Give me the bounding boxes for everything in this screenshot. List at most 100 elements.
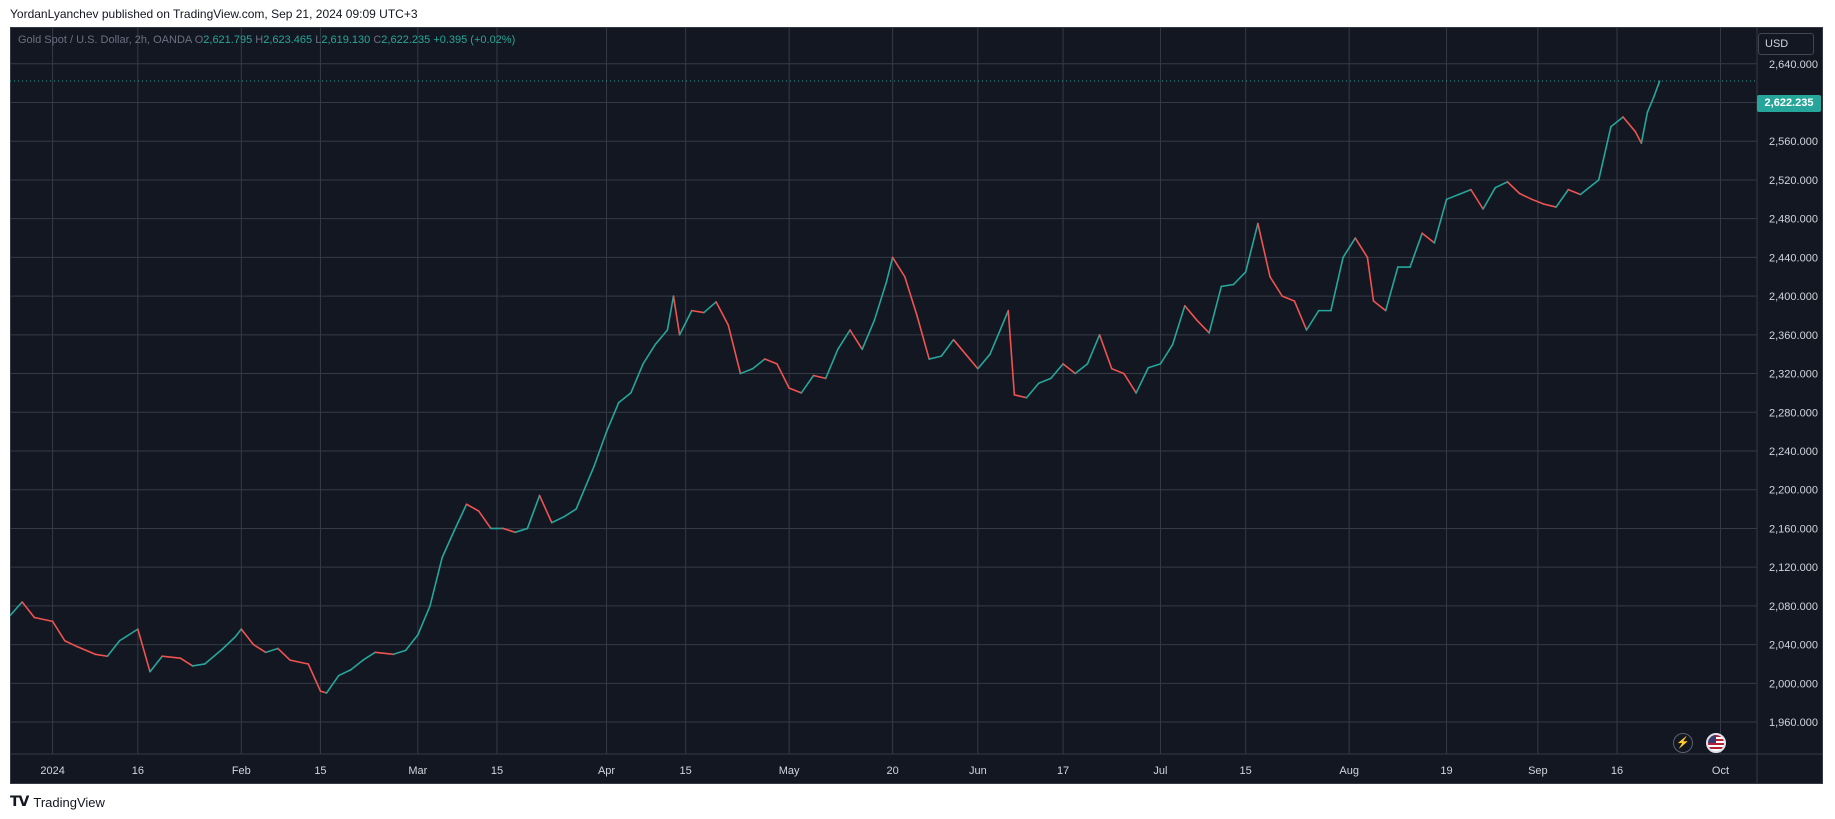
open-value: 2,621.795 (203, 34, 253, 46)
price-segment (33, 616, 54, 623)
flash-icon[interactable]: ⚡ (1673, 733, 1693, 753)
change-value: +0.395 (+0.02%) (433, 34, 516, 46)
price-segment (727, 324, 742, 375)
price-segment (374, 651, 395, 656)
price-segment (1007, 309, 1016, 396)
chart-frame[interactable] (10, 27, 1823, 784)
price-segment (106, 639, 121, 658)
time-axis[interactable]: 2024 16 Feb 15 Mar 15 Apr 15 May 20 Jun 17 Jul 15 Aug 1… (40, 765, 1729, 777)
price-segment (563, 508, 577, 518)
price-segment (319, 690, 328, 694)
price-segment (776, 363, 790, 389)
price-segment (1001, 309, 1010, 326)
price-segment (234, 628, 243, 638)
price-segment (203, 647, 224, 665)
close-label: C (373, 34, 382, 46)
tradingview-logo-icon: TV (10, 794, 29, 810)
price-segment (149, 655, 163, 673)
time-tick-label: Oct (1712, 765, 1729, 777)
price-segment (51, 620, 66, 642)
price-segment (739, 367, 754, 375)
time-tick-label: 19 (1440, 765, 1452, 777)
price-chart[interactable]: 1,960.000 2,000.000 2,040.000 2,080.000 2,12… (10, 27, 1823, 784)
price-tick-label: 2,400.000 (1769, 291, 1818, 303)
price-segment (1208, 285, 1223, 334)
price-segment (179, 657, 194, 667)
price-segment (289, 659, 310, 665)
price-segment (977, 353, 991, 370)
price-segment (928, 355, 943, 360)
tradingview-brand[interactable]: TV TradingView (10, 794, 105, 810)
time-tick-label: 15 (680, 765, 692, 777)
price-segment (703, 301, 717, 314)
price-segment (904, 275, 918, 317)
price-segment (118, 628, 139, 642)
price-segment (161, 655, 182, 659)
price-segment (1354, 237, 1369, 259)
price-axis[interactable]: 1,960.000 2,000.000 2,040.000 2,080.000 2,12… (1769, 59, 1818, 729)
price-segment (137, 628, 151, 673)
time-tick-label: Jul (1153, 765, 1167, 777)
price-segment (21, 601, 36, 619)
time-tick-label: Jun (969, 765, 987, 777)
price-tick-label: 2,320.000 (1769, 369, 1818, 381)
price-segment (1555, 188, 1570, 208)
price-tick-label: 2,040.000 (1769, 640, 1818, 652)
price-segment (916, 314, 930, 360)
price-tick-label: 2,200.000 (1769, 485, 1818, 497)
price-segment (429, 556, 443, 607)
currency-button[interactable]: USD (1758, 33, 1814, 55)
price-segment (1421, 232, 1436, 244)
price-segment (654, 329, 669, 346)
price-segment (526, 494, 541, 530)
price-segment (240, 628, 255, 646)
price-tick-label: 2,080.000 (1769, 601, 1818, 613)
price-segment (1372, 300, 1387, 312)
price-segment (1159, 343, 1174, 365)
time-tick-label: 17 (1057, 765, 1069, 777)
price-segment (1646, 96, 1655, 113)
price-segment (1610, 116, 1624, 128)
symbol-name: Gold Spot / U.S. Dollar, 2h, OANDA (18, 34, 192, 46)
grid-lines (10, 27, 1823, 784)
price-segment (1147, 363, 1162, 369)
price-segment (849, 329, 863, 351)
price-segment (1220, 283, 1235, 288)
price-segment (837, 329, 851, 351)
last-price-label: 2,622.235 (1757, 95, 1821, 112)
price-segment (1366, 256, 1375, 302)
price-segment (989, 324, 1003, 355)
time-tick-label: 16 (1611, 765, 1623, 777)
price-segment (1470, 188, 1484, 210)
price-segment (1597, 125, 1612, 181)
price-segment (1591, 179, 1600, 186)
low-value: 2,619.130 (321, 34, 371, 46)
price-segment (1409, 232, 1424, 268)
time-tick-label: 2024 (40, 765, 64, 777)
price-segment (1634, 130, 1643, 144)
price-segment (1025, 382, 1040, 399)
price-segment (1281, 295, 1296, 302)
price-segment (1652, 80, 1661, 99)
price-segment (1244, 222, 1259, 273)
us-flag-icon[interactable] (1706, 733, 1726, 753)
price-segment (1269, 275, 1284, 297)
price-segment (1342, 237, 1357, 259)
price-segment (252, 643, 267, 654)
brand-name: TradingView (33, 794, 105, 810)
price-segment (891, 256, 906, 278)
symbol-legend: Gold Spot / U.S. Dollar, 2h, OANDA O2,62… (18, 34, 515, 46)
price-segment (873, 280, 888, 322)
price-segment (277, 647, 291, 661)
price-segment (362, 651, 377, 661)
price-segment (538, 494, 553, 524)
close-value: 2,622.235 (381, 34, 431, 46)
time-tick-label: Sep (1528, 765, 1548, 777)
price-segment (964, 353, 979, 370)
time-tick-label: 16 (132, 765, 144, 777)
price-segment (1482, 186, 1497, 210)
price-segment (690, 309, 705, 314)
price-segment (514, 527, 529, 534)
time-tick-label: Feb (232, 765, 251, 777)
price-segment (1530, 198, 1545, 205)
